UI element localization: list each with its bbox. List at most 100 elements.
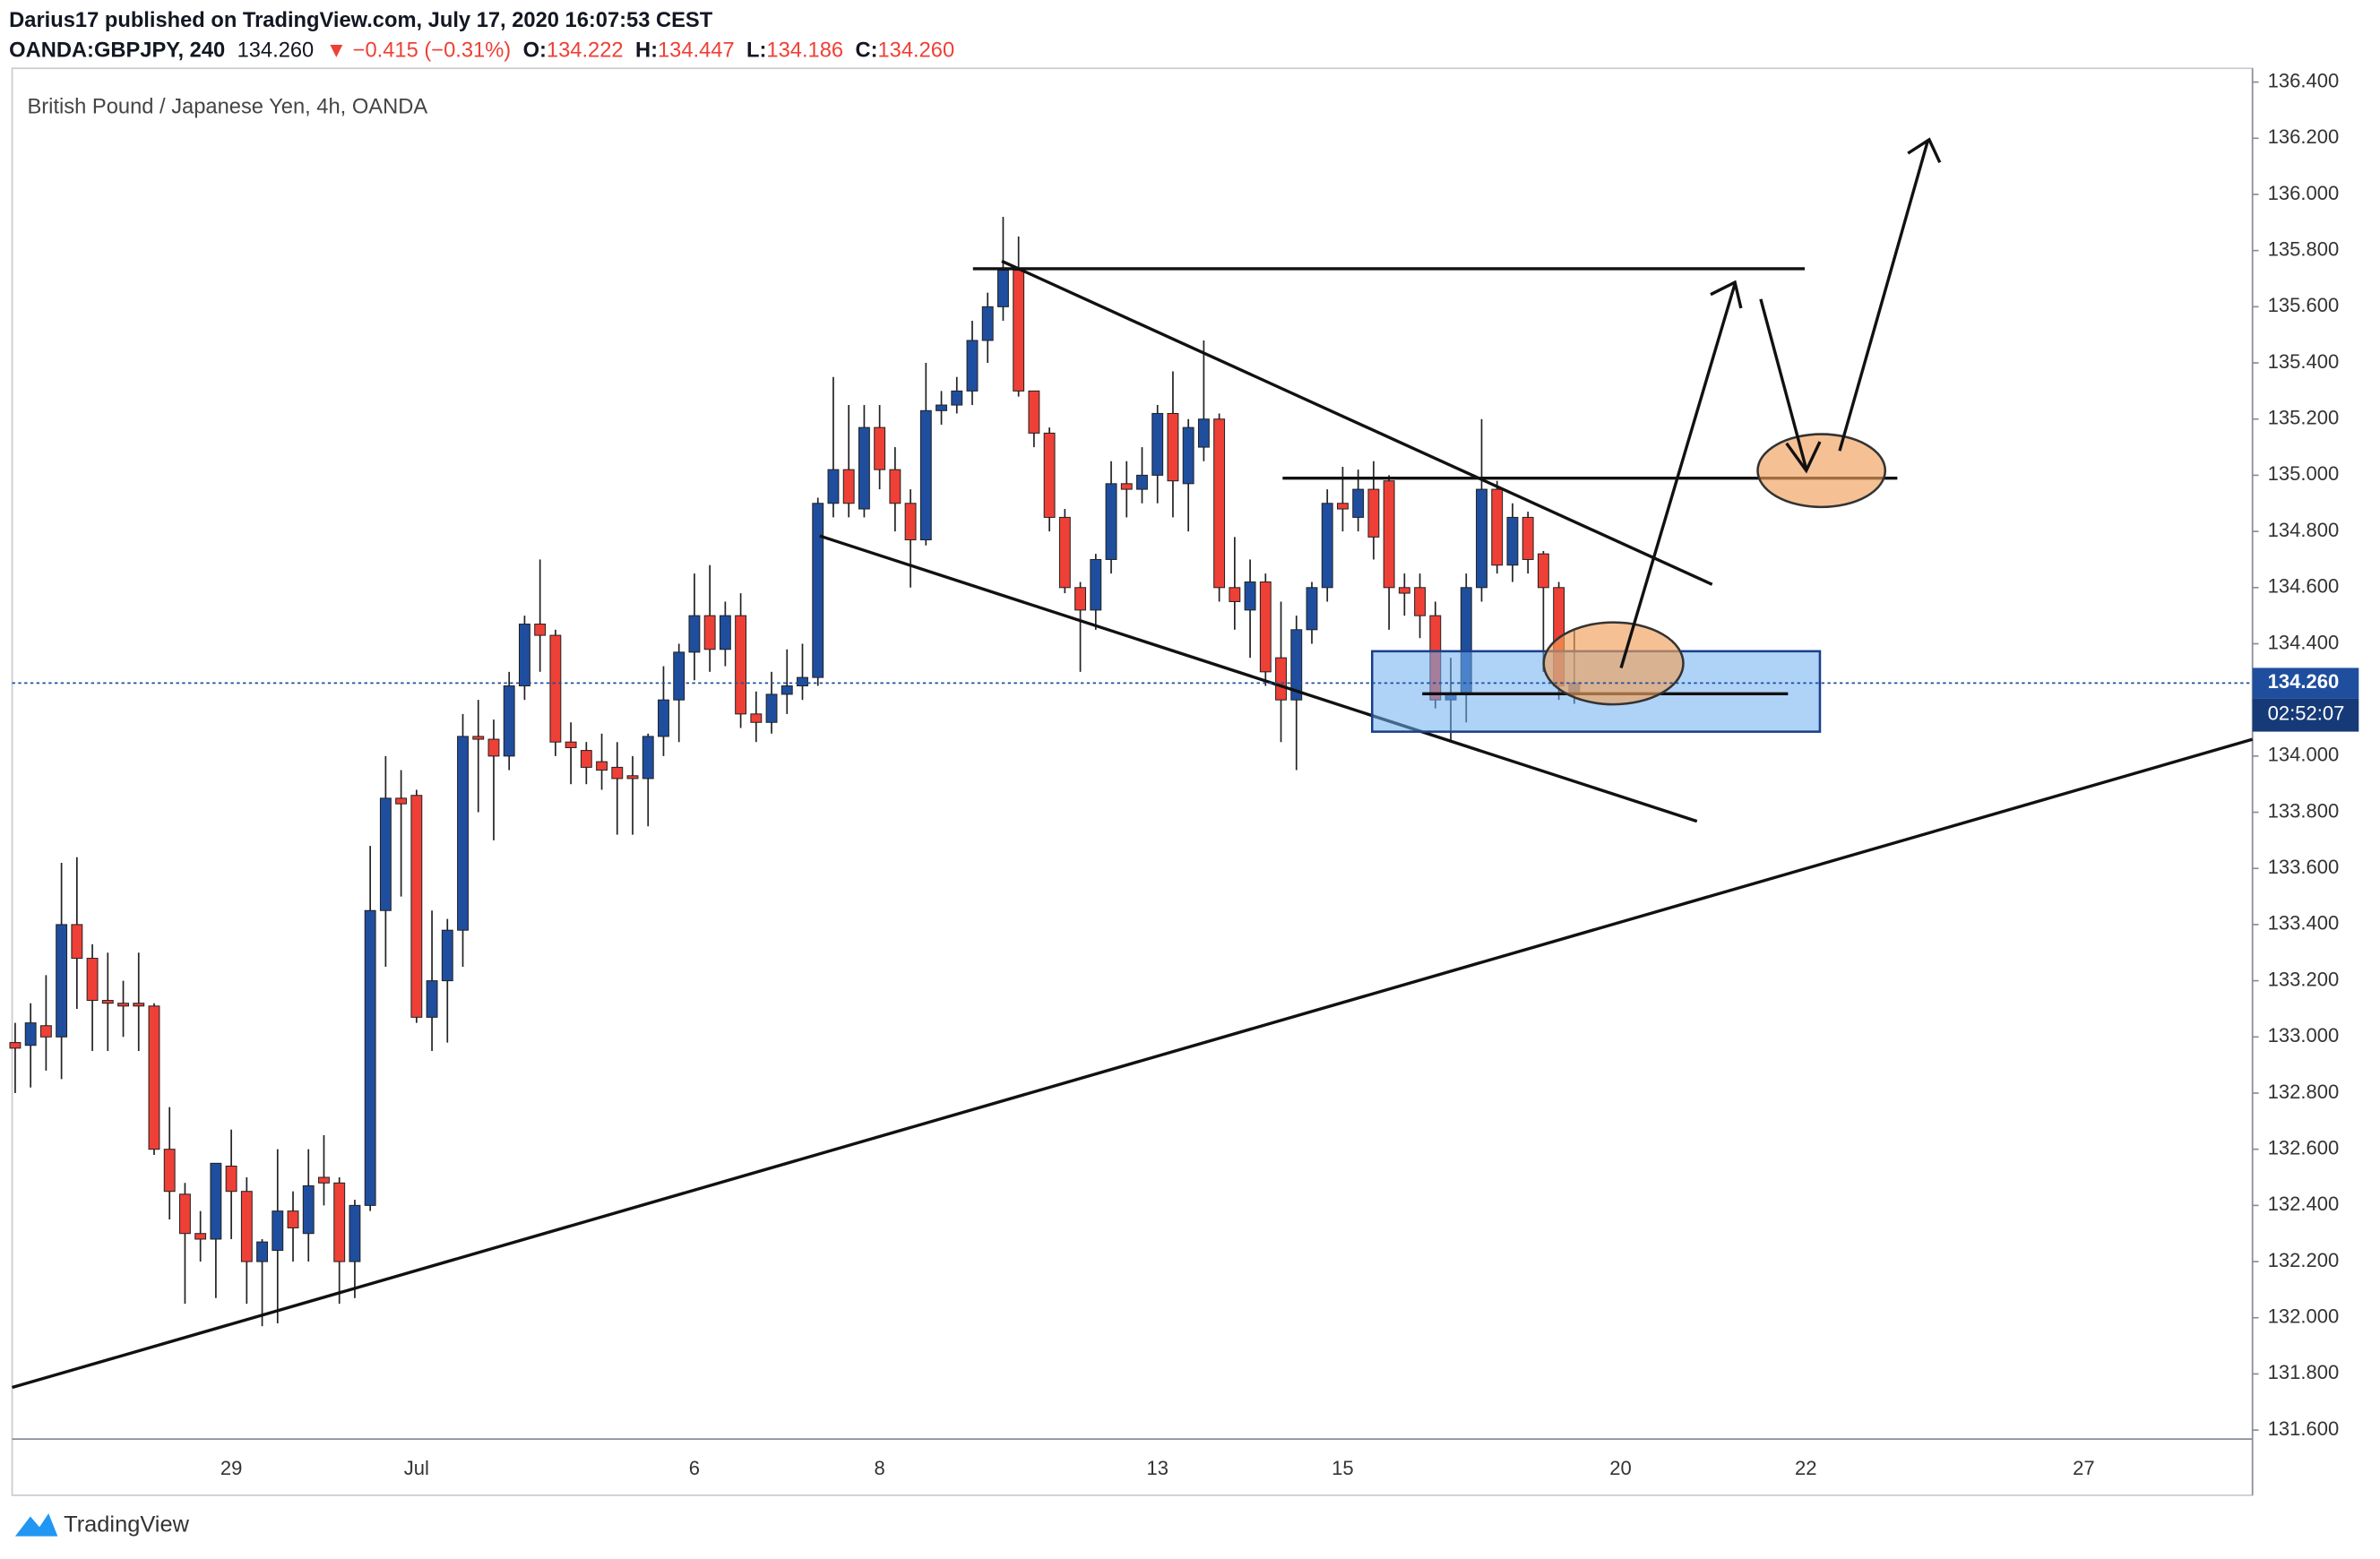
x-tick-label: 15 bbox=[1332, 1457, 1353, 1479]
ohlc-label: L: bbox=[746, 39, 766, 63]
candle-body bbox=[874, 426, 886, 470]
candle-body bbox=[1367, 488, 1380, 538]
candle-body bbox=[472, 736, 485, 740]
candle-body bbox=[797, 676, 808, 687]
ohlc-label: O: bbox=[523, 39, 547, 63]
candle-body bbox=[534, 624, 547, 636]
y-tick-label: 134.800 bbox=[2268, 519, 2340, 541]
candle-body bbox=[410, 795, 423, 1018]
y-tick-label: 131.800 bbox=[2268, 1361, 2340, 1383]
candle-body bbox=[1414, 587, 1427, 616]
arrow-head bbox=[1785, 441, 1822, 474]
y-tick-label: 134.000 bbox=[2268, 744, 2340, 766]
trend-line bbox=[12, 737, 2254, 1390]
y-tick-label: 136.200 bbox=[2268, 125, 2340, 148]
candle-body bbox=[1229, 587, 1241, 602]
y-tick-label: 133.200 bbox=[2268, 968, 2340, 990]
y-tick-label: 135.200 bbox=[2268, 407, 2340, 429]
y-tick-label: 136.400 bbox=[2268, 69, 2340, 91]
candle-body bbox=[1105, 483, 1117, 560]
candle-body bbox=[225, 1165, 237, 1193]
candle-body bbox=[951, 390, 963, 406]
x-tick-label: 6 bbox=[689, 1457, 700, 1479]
y-tick-label: 135.800 bbox=[2268, 237, 2340, 260]
x-tick-label: Jul bbox=[404, 1457, 429, 1479]
candle-body bbox=[1074, 587, 1087, 611]
candle-body bbox=[780, 685, 793, 695]
candle-body bbox=[457, 736, 469, 931]
chart-title: British Pound / Japanese Yen, 4h, OANDA bbox=[27, 96, 427, 119]
ohlc-label: H: bbox=[635, 39, 658, 63]
candle-body bbox=[503, 685, 515, 757]
x-tick-label: 29 bbox=[220, 1457, 242, 1479]
candle-body bbox=[441, 929, 453, 982]
candle-body bbox=[1506, 516, 1519, 566]
candle-body bbox=[86, 958, 99, 1002]
x-tick-label: 22 bbox=[1795, 1457, 1816, 1479]
ohlc-value: 134.186 bbox=[766, 39, 843, 63]
y-tick-label: 135.600 bbox=[2268, 294, 2340, 316]
candle-body bbox=[1476, 488, 1488, 589]
candle-body bbox=[765, 693, 778, 723]
candle-body bbox=[904, 503, 917, 541]
highlight-ellipse bbox=[1756, 433, 1887, 509]
candle-body bbox=[395, 797, 408, 805]
y-tick-label: 135.000 bbox=[2268, 462, 2340, 485]
candle-body bbox=[379, 797, 392, 911]
candle-body bbox=[1398, 587, 1410, 594]
candle-body bbox=[1043, 432, 1056, 518]
candle-body bbox=[1197, 418, 1210, 448]
candle-body bbox=[39, 1025, 52, 1038]
candle-body bbox=[426, 980, 438, 1018]
arrow-shaft bbox=[1619, 283, 1737, 668]
candle-body bbox=[1013, 270, 1025, 392]
symbol: OANDA:GBPJPY, 240 bbox=[9, 39, 225, 63]
candle-body bbox=[194, 1233, 207, 1240]
ohlc-label: C: bbox=[855, 39, 877, 63]
y-tick-label: 134.600 bbox=[2268, 575, 2340, 598]
drawings bbox=[12, 137, 2254, 1390]
symbol-line: OANDA:GBPJPY, 240 134.260 ▼ −0.415 (−0.3… bbox=[9, 39, 954, 63]
ohlc-value: 134.447 bbox=[658, 39, 735, 63]
logo: TradingView bbox=[14, 1512, 190, 1537]
candle-body bbox=[71, 924, 83, 960]
candle-body bbox=[1090, 558, 1102, 611]
countdown: 02:52:07 bbox=[2268, 702, 2345, 725]
candle-body bbox=[133, 1003, 145, 1007]
candle-body bbox=[1321, 503, 1333, 589]
candle-body bbox=[966, 340, 979, 392]
y-tick-label: 132.600 bbox=[2268, 1136, 2340, 1158]
y-tick-label: 133.000 bbox=[2268, 1024, 2340, 1047]
arrow-shaft bbox=[1838, 141, 1929, 452]
last-price-box bbox=[2252, 668, 2359, 699]
y-tick-label: 132.000 bbox=[2268, 1305, 2340, 1328]
candle-body bbox=[981, 306, 994, 341]
candle-body bbox=[1151, 412, 1164, 476]
candle-body bbox=[272, 1210, 284, 1252]
y-tick-label: 132.200 bbox=[2268, 1249, 2340, 1271]
candle-body bbox=[117, 1003, 129, 1007]
candle-body bbox=[626, 775, 639, 780]
candle-body bbox=[1136, 474, 1148, 490]
y-tick-label: 133.800 bbox=[2268, 799, 2340, 822]
candle-body bbox=[1383, 480, 1395, 589]
candle-body bbox=[56, 924, 68, 1038]
ohlc-value: 134.222 bbox=[547, 39, 624, 63]
candle-body bbox=[565, 741, 577, 748]
candle-body bbox=[1120, 483, 1133, 490]
candle-body bbox=[256, 1241, 269, 1262]
candle-body bbox=[549, 634, 562, 743]
y-tick-label: 133.600 bbox=[2268, 856, 2340, 878]
candle-body bbox=[997, 270, 1009, 307]
candle-body bbox=[827, 469, 840, 504]
highlight-ellipse bbox=[1542, 621, 1685, 706]
candle-body bbox=[1259, 581, 1272, 673]
candle-body bbox=[1167, 412, 1179, 482]
last-price-label: 134.260 bbox=[2268, 670, 2340, 693]
y-tick-label: 132.800 bbox=[2268, 1081, 2340, 1103]
channel-upper bbox=[1001, 259, 1713, 586]
ohlc-value: 134.260 bbox=[877, 39, 954, 63]
candle-body bbox=[611, 766, 624, 780]
candle-body bbox=[703, 615, 716, 650]
candle-body bbox=[842, 469, 855, 504]
